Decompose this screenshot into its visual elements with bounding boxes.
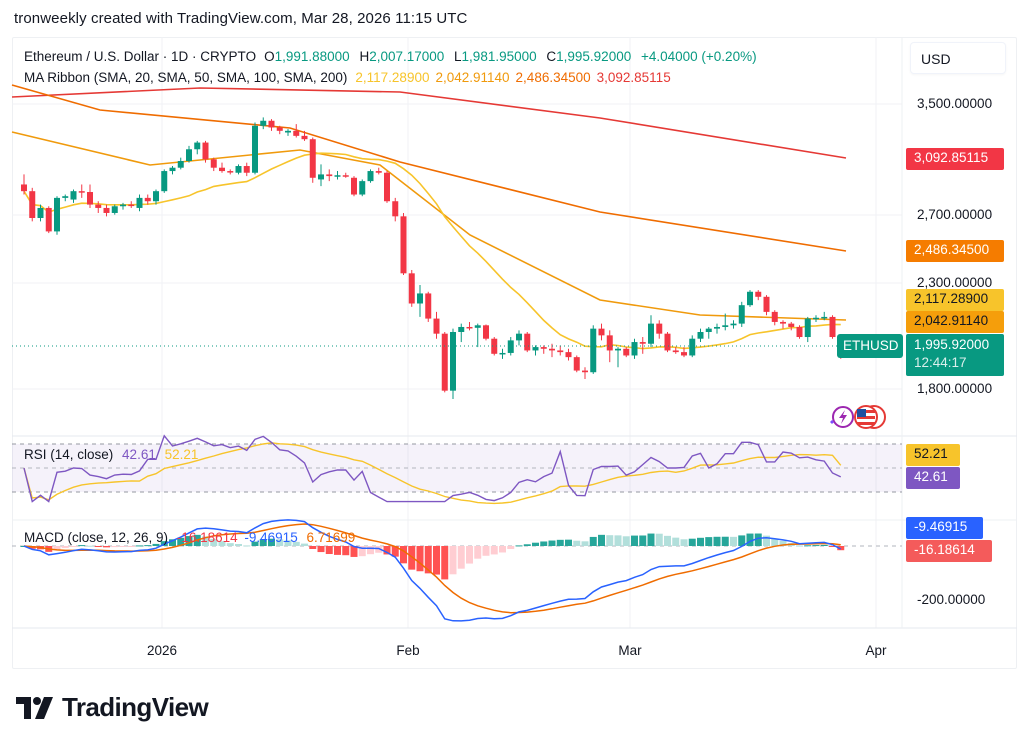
time-label: Feb [396,643,420,658]
sma20-value: 2,117.28900 [355,70,430,85]
rsi-legend[interactable]: RSI (14, close) 42.61 52.21 [24,447,198,462]
sma100-value: 2,486.34500 [515,70,591,85]
rsi-ma-tag: 52.21 [906,444,960,466]
macd-histogram-tag: -16.18614 [906,540,992,562]
open-label: O [264,49,275,64]
price-tick: 2,700.00000 [917,207,993,222]
macd-axis-tick: -200.00000 [917,592,986,607]
high-label: H [359,49,370,64]
sma50-value: 2,042.91140 [435,70,510,85]
tradingview-logo[interactable]: TradingView [16,692,209,723]
chart-frame [12,37,1017,669]
rsi-tag: 42.61 [906,467,960,489]
low-label: L [454,49,462,64]
price-tick: 1,800.00000 [917,381,993,396]
high-value: 2,007.17000 [369,49,445,64]
macd-line-value: -9.46915 [244,530,298,545]
close-value: 1,995.92000 [556,49,632,64]
sma50-price-tag: 2,042.91140 [906,311,1004,333]
sma20-price-tag: 2,117.28900 [906,289,1004,311]
ma-ribbon-label: MA Ribbon (SMA, 20, SMA, 50, SMA, 100, S… [24,70,348,85]
tradingview-logo-icon [16,696,53,719]
rsi-ma-value: 52.21 [164,447,199,462]
time-label: 2026 [146,643,178,658]
time-label: Mar [618,643,642,658]
open-value: 1,991.88000 [274,49,350,64]
change-value: +4.04000 (+0.20%) [640,49,757,64]
sma100-price-tag: 2,486.34500 [906,240,1004,262]
sma200-price-tag: 3,092.85115 [906,148,1004,170]
time-label: Apr [865,643,887,658]
symbol-title: Ethereum / U.S. Dollar · 1D · CRYPTO [24,49,257,64]
current-price-tag: 1,995.92000 12:44:17 [906,334,1004,376]
macd-signal-value: 6.71699 [306,530,356,545]
lightning-icon[interactable] [830,406,854,428]
price-tick: 3,500.00000 [917,96,993,111]
symbol-legend[interactable]: Ethereum / U.S. Dollar · 1D · CRYPTO O1,9… [24,49,763,64]
close-label: C [546,49,557,64]
ma-ribbon-legend[interactable]: MA Ribbon (SMA, 20, SMA, 50, SMA, 100, S… [24,70,677,85]
current-price: 1,995.92000 [914,337,990,352]
bar-countdown: 12:44:17 [914,355,967,370]
macd-label: MACD (close, 12, 26, 9) [24,530,169,545]
us-flag-icon[interactable] [854,405,886,429]
low-value: 1,981.95000 [461,49,537,64]
event-icons[interactable] [826,402,892,432]
ticker-tag: ETHUSD [837,334,903,358]
macd-legend[interactable]: MACD (close, 12, 26, 9) -16.18614 -9.469… [24,530,355,545]
price-tick: 2,300.00000 [917,275,993,290]
rsi-value: 42.61 [122,447,156,462]
currency-button[interactable]: USD [910,42,1006,74]
sma200-value: 3,092.85115 [596,70,671,85]
chart-caption: tronweekly created with TradingView.com,… [14,10,468,27]
rsi-label: RSI (14, close) [24,447,114,462]
macd-histogram-value: -16.18614 [176,530,238,545]
macd-line-tag: -9.46915 [906,517,983,539]
tradingview-logo-text: TradingView [62,692,209,722]
